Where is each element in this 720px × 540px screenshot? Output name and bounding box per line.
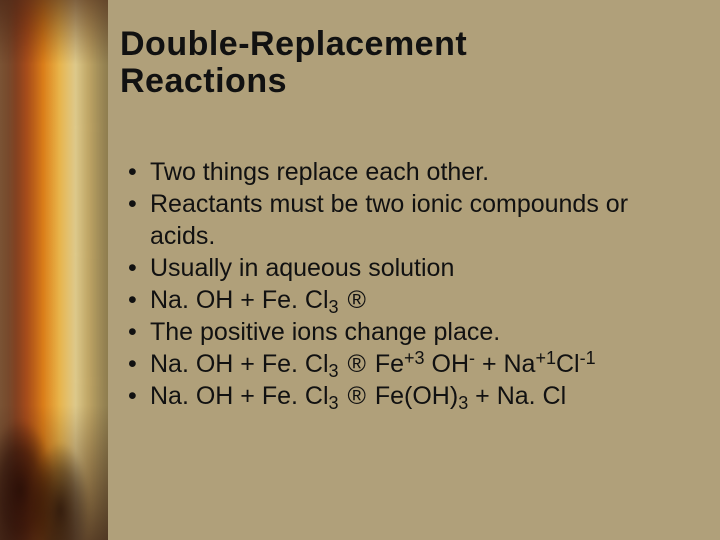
bullet-list: Two things replace each other.Reactants … [126,156,686,412]
title-line-2: Reactions [120,63,680,100]
slide-content: Double-Replacement Reactions Two things … [108,0,720,540]
bullet-item: Na. OH + Fe. Cl3 ® Fe+3 OH- + Na+1Cl-1 [126,348,686,380]
slide-title: Double-Replacement Reactions [120,26,680,99]
bullet-item: Reactants must be two ionic compounds or… [126,188,686,252]
bullet-item: Two things replace each other. [126,156,686,188]
title-line-1: Double-Replacement [120,26,680,63]
slide: Double-Replacement Reactions Two things … [0,0,720,540]
bullet-item: Na. OH + Fe. Cl3 ® Fe(OH)3 + Na. Cl [126,380,686,412]
bullet-item: Usually in aqueous solution [126,252,686,284]
slide-bullets: Two things replace each other.Reactants … [126,156,686,412]
bullet-item: Na. OH + Fe. Cl3 ® [126,284,686,316]
left-photo-strip [0,0,108,540]
bullet-item: The positive ions change place. [126,316,686,348]
